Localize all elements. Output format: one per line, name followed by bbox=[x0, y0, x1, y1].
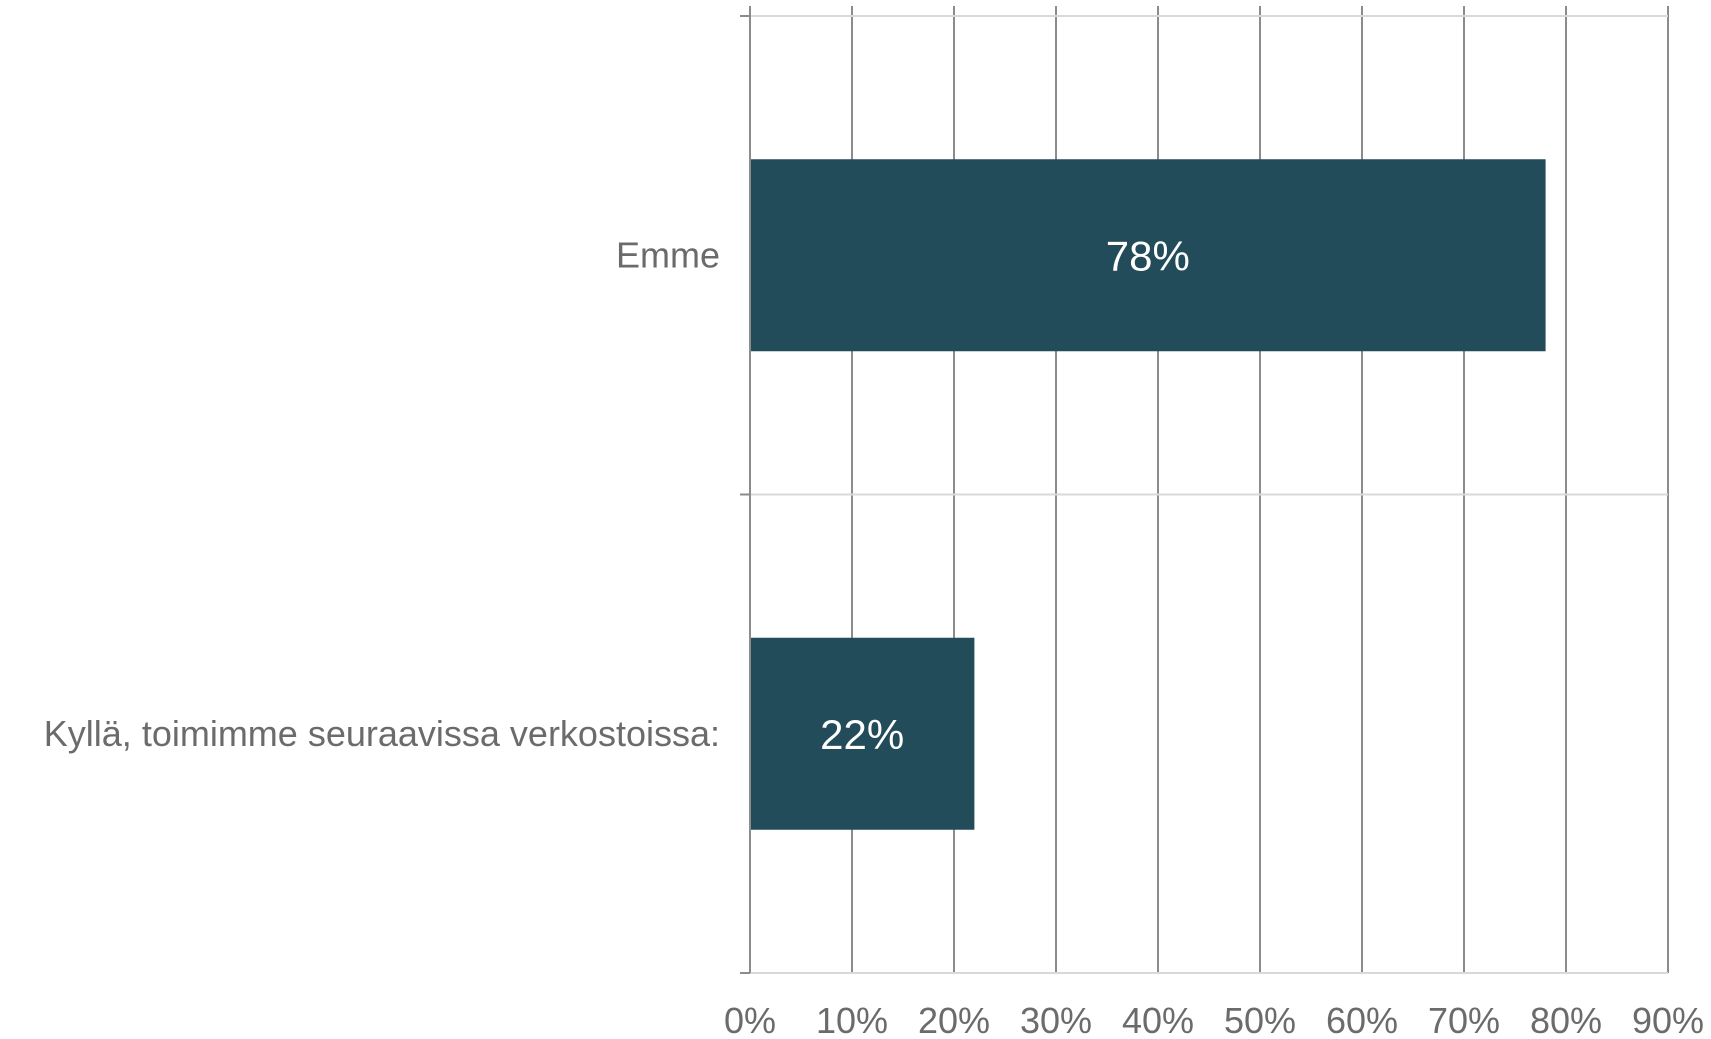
x-tick-label: 0% bbox=[724, 1000, 776, 1039]
category-label: Kyllä, toimimme seuraavissa verkostoissa… bbox=[44, 713, 720, 754]
x-tick-label: 40% bbox=[1122, 1000, 1194, 1039]
category-labels: Emme Kyllä, toimimme seuraavissa verkosto… bbox=[44, 234, 720, 754]
x-tick-label: 50% bbox=[1224, 1000, 1296, 1039]
bar bbox=[751, 637, 975, 830]
data-label: 22% bbox=[820, 711, 904, 758]
bar bbox=[751, 159, 1546, 352]
bars bbox=[751, 159, 1546, 830]
x-tick-label: 60% bbox=[1326, 1000, 1398, 1039]
x-tick-label: 30% bbox=[1020, 1000, 1092, 1039]
axes bbox=[740, 6, 1668, 974]
category-label: Emme bbox=[616, 234, 720, 275]
x-tick-label: 70% bbox=[1428, 1000, 1500, 1039]
x-tick-label: 80% bbox=[1530, 1000, 1602, 1039]
x-tick-label: 20% bbox=[918, 1000, 990, 1039]
data-label: 78% bbox=[1106, 232, 1190, 279]
x-tick-label: 90% bbox=[1632, 1000, 1704, 1039]
x-tick-labels: 0% 10% 20% 30% 40% 50% 60% 70% 80% 90% bbox=[724, 1000, 1704, 1039]
x-tick-label: 10% bbox=[816, 1000, 888, 1039]
data-labels: 78% 22% bbox=[820, 232, 1190, 758]
